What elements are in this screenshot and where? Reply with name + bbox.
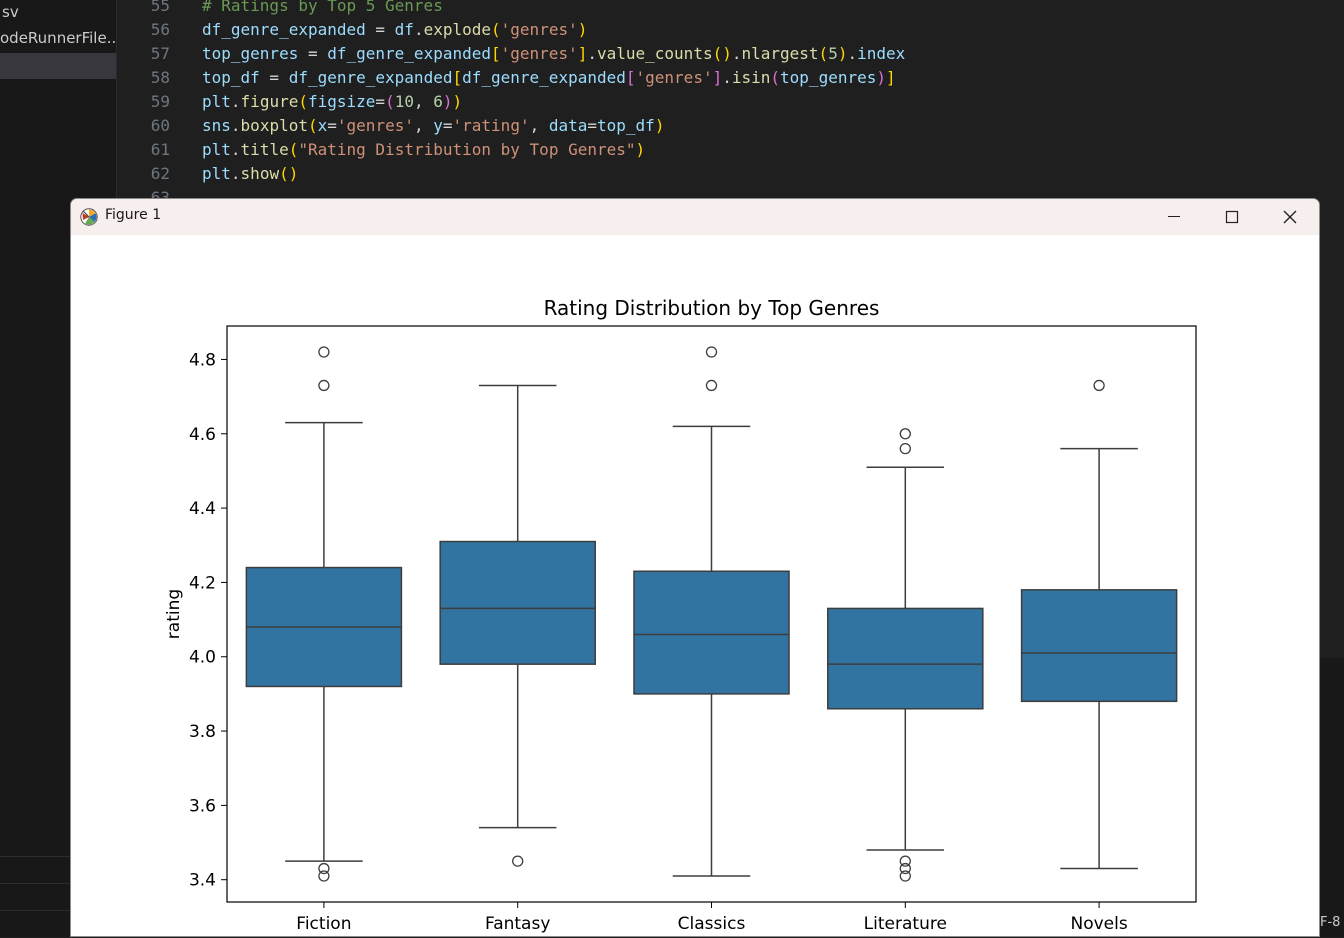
outlier-point [899, 862, 911, 875]
y-tick-label: 4.4 [189, 499, 216, 519]
minimize-icon [1168, 216, 1180, 217]
line-number: 58 [150, 68, 170, 87]
explorer-item-coderunner-file[interactable]: odeRunnerFile.... [0, 26, 116, 52]
y-tick-label: 3.8 [189, 722, 216, 742]
y-tick-label: 4.2 [189, 573, 216, 593]
minimize-button[interactable] [1145, 199, 1203, 235]
sidebar-panel-row[interactable] [0, 910, 70, 938]
code-text: df_genre_expanded = df.explode('genres') [202, 20, 588, 39]
window-titlebar[interactable]: Figure 1 [71, 199, 1319, 235]
outlier-point [899, 870, 911, 882]
explorer-item-label: odeRunnerFile.... [0, 29, 116, 47]
line-number: 59 [150, 92, 170, 111]
status-encoding[interactable]: F-8 [1320, 915, 1341, 930]
figure-window: Figure 1 Rating Distribution by Top Genr… [70, 198, 1320, 937]
panel-edge [1320, 658, 1344, 937]
maximize-button[interactable] [1203, 199, 1261, 235]
figure-canvas[interactable]: Rating Distribution by Top Genres rating F… [71, 235, 1319, 936]
box-fantasy [439, 540, 596, 665]
outlier-point [705, 379, 718, 392]
line-number: 61 [150, 140, 170, 159]
code-line[interactable]: 58 top_df = df_genre_expanded[df_genre_ex… [117, 66, 1344, 90]
x-tick-label: Fantasy [485, 914, 550, 934]
outlier-point [318, 862, 330, 875]
code-line[interactable]: 55 # Ratings by Top 5 Genres [117, 0, 1344, 18]
code-line[interactable]: 59 plt.figure(figsize=(10, 6)) [117, 90, 1344, 114]
y-tick-label: 3.6 [189, 796, 216, 816]
line-number: 56 [150, 20, 170, 39]
explorer-item-selected[interactable] [0, 53, 116, 79]
x-tick-label: Novels [1070, 914, 1127, 934]
line-number: 55 [150, 0, 170, 15]
code-line[interactable]: 57 top_genres = df_genre_expanded['genres… [117, 42, 1344, 66]
outlier-point [899, 442, 911, 455]
code-text: plt.title("Rating Distribution by Top Ge… [202, 140, 646, 159]
y-tick-label: 4.0 [189, 648, 216, 668]
code-line[interactable]: 56 df_genre_expanded = df.explode('genres… [117, 18, 1344, 42]
sidebar-panel-row[interactable] [0, 856, 70, 884]
outlier-point [1093, 379, 1105, 392]
code-text: sns.boxplot(x='genres', y='rating', data… [202, 116, 665, 135]
outlier-point [318, 379, 330, 392]
box-classics [633, 570, 790, 695]
code-text: plt.show() [202, 164, 299, 183]
y-tick-label: 4.6 [189, 425, 216, 445]
boxplot-chart: Rating Distribution by Top Genres rating F… [164, 296, 1197, 934]
x-tick-label: Fiction [296, 914, 351, 934]
outlier-point [512, 855, 524, 867]
line-number: 57 [150, 44, 170, 63]
sidebar-panel-row[interactable] [0, 883, 70, 911]
y-axis-label: rating [164, 589, 184, 639]
code-text: plt.figure(figsize=(10, 6)) [202, 92, 463, 111]
explorer-item-label: sv [2, 3, 19, 21]
window-title: Figure 1 [105, 207, 162, 223]
line-number: 62 [150, 164, 170, 183]
outlier-point [318, 870, 330, 882]
x-tick-label: Classics [678, 914, 746, 934]
maximize-icon [1225, 210, 1239, 224]
close-button[interactable] [1261, 199, 1319, 235]
code-text: # Ratings by Top 5 Genres [202, 0, 443, 15]
axes-frame [226, 325, 1197, 903]
box-literature [827, 607, 984, 710]
outlier-point [899, 428, 911, 440]
code-text: top_df = df_genre_expanded[df_genre_expa… [202, 68, 896, 87]
explorer-item-csv-file[interactable]: sv [0, 0, 116, 26]
y-tick-label: 4.8 [189, 350, 216, 370]
matplotlib-logo-icon [80, 208, 98, 226]
code-line[interactable]: 61 plt.title("Rating Distribution by Top … [117, 138, 1344, 162]
close-icon [1283, 210, 1297, 224]
line-number: 60 [150, 116, 170, 135]
x-tick-label: Literature [864, 914, 947, 934]
outlier-point [318, 346, 330, 358]
outlier-point [899, 855, 911, 867]
code-line[interactable]: 60 sns.boxplot(x='genres', y='rating', da… [117, 114, 1344, 138]
chart-title: Rating Distribution by Top Genres [544, 296, 880, 320]
outlier-point [705, 346, 718, 358]
code-text: top_genres = df_genre_expanded['genres']… [202, 44, 906, 63]
box-novels [1020, 589, 1178, 703]
y-tick-label: 3.4 [189, 871, 216, 891]
code-line[interactable]: 62 plt.show() [117, 162, 1344, 186]
